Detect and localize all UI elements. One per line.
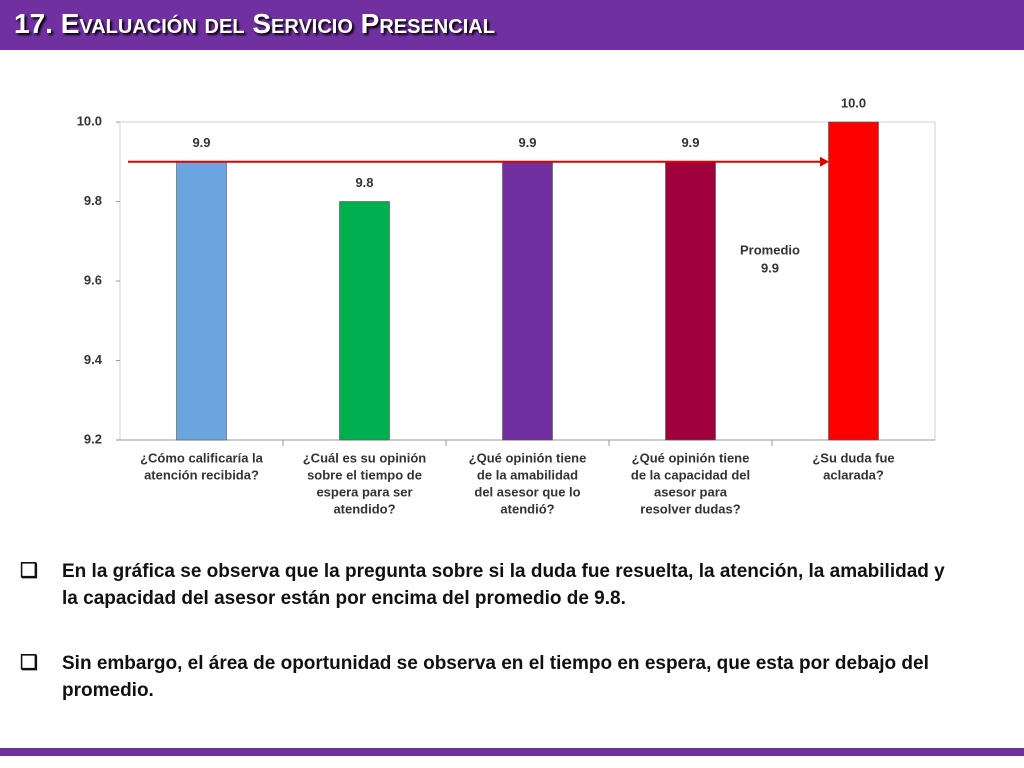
y-tick-label: 9.8 — [84, 193, 102, 208]
bar — [176, 161, 227, 441]
y-tick-label: 9.2 — [84, 431, 102, 446]
data-label: 9.8 — [355, 175, 373, 190]
x-tick-label: ¿Cuál es su opinión — [303, 450, 427, 465]
bullet-icon: ❑ — [20, 652, 38, 674]
average-value: 9.9 — [761, 260, 779, 275]
average-arrowhead — [820, 156, 829, 167]
x-tick-label: ¿Qué opinión tiene — [632, 450, 750, 465]
y-tick-label: 10.0 — [77, 113, 102, 128]
data-label: 9.9 — [518, 135, 536, 150]
x-tick-label: sobre el tiempo de — [307, 467, 422, 482]
x-tick-label: atendido? — [333, 501, 395, 516]
x-tick-label: ¿Qué opinión tiene — [469, 450, 587, 465]
x-tick-label: resolver dudas? — [640, 501, 740, 516]
average-label: Promedio — [740, 242, 800, 257]
bar — [665, 161, 716, 441]
bar — [502, 161, 553, 441]
x-tick-label: espera para ser — [316, 484, 412, 499]
data-label: 9.9 — [681, 135, 699, 150]
bullet-text: En la gráfica se observa que la pregunta… — [62, 561, 945, 609]
bullet: ❑ Sin embargo, el área de oportunidad se … — [20, 650, 950, 704]
x-tick-label: de la capacidad del — [631, 467, 750, 482]
bullet: ❑ En la gráfica se observa que la pregunt… — [20, 558, 950, 612]
slide-title: 17. Evaluación del Servicio Presencial — [14, 8, 495, 39]
x-tick-label: atendió? — [500, 501, 554, 516]
data-label: 9.9 — [192, 135, 210, 150]
x-tick-label: ¿Cómo calificaría la — [140, 450, 264, 465]
footer-bar — [0, 748, 1024, 756]
bullet-icon: ❑ — [20, 560, 38, 582]
x-tick-label: del asesor que lo — [474, 484, 580, 499]
bar — [339, 201, 390, 441]
x-tick-label: atención recibida? — [144, 467, 259, 482]
bullet-text: Sin embargo, el área de oportunidad se o… — [62, 653, 929, 701]
x-tick-label: ¿Su duda fue — [812, 450, 894, 465]
y-tick-label: 9.6 — [84, 272, 102, 287]
chart: 9.2 9.4 9.6 9.8 10.0 ¿Cómo calificaría la aten… — [77, 95, 936, 516]
header-bar: 17. Evaluación del Servicio Presencial — [0, 0, 1024, 50]
bar — [828, 121, 879, 441]
x-tick-label: aclarada? — [823, 467, 884, 482]
x-tick-label: asesor para — [654, 484, 728, 499]
y-tick-label: 9.4 — [84, 352, 103, 367]
data-label: 10.0 — [841, 95, 866, 110]
x-tick-label: de la amabilidad — [477, 467, 578, 482]
